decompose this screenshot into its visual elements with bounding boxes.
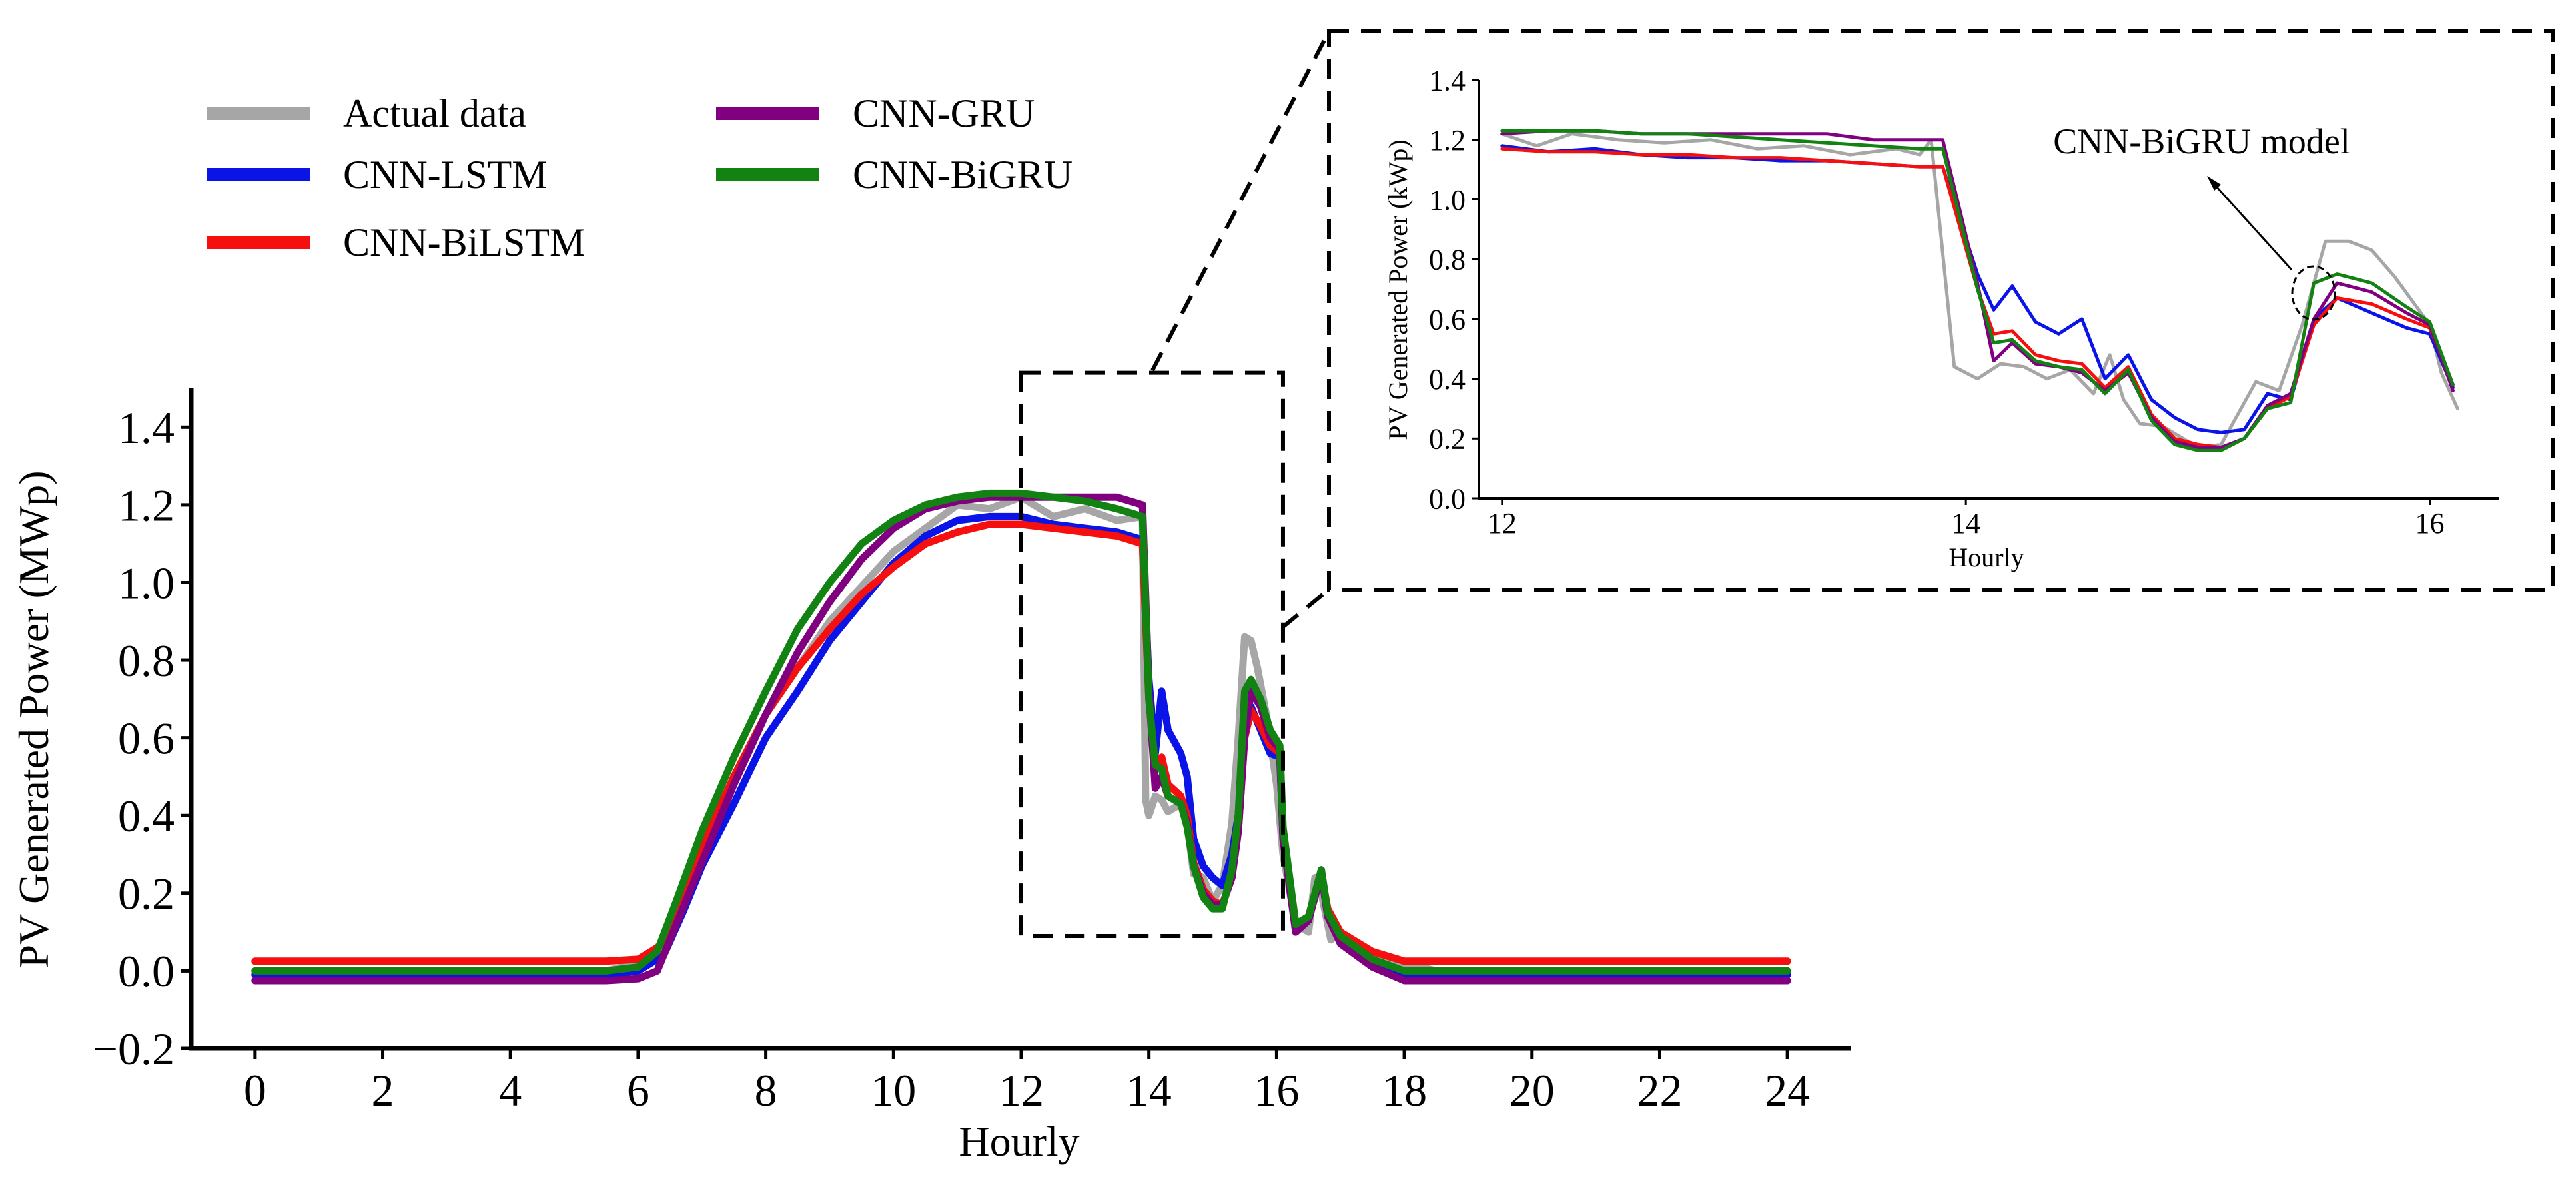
- inset-y-tick-label: 0.8: [1429, 244, 1466, 276]
- inset-y-tick-label: 0.6: [1429, 303, 1466, 336]
- main-x-tick-label: 14: [1126, 1065, 1172, 1116]
- legend-label-cnn-bilstm: CNN-BiLSTM: [343, 220, 585, 264]
- main-x-tick-label: 2: [372, 1065, 394, 1116]
- inset-y-tick-label: 1.4: [1429, 64, 1466, 97]
- main-x-ticks: 0 2 4 6 8 10 12 14 16 18 20 22 24: [244, 1048, 1810, 1116]
- legend-label-cnn-lstm: CNN-LSTM: [343, 153, 548, 197]
- inset-y-tick-label: 0.0: [1429, 482, 1466, 515]
- inset-series-actual: [1500, 132, 2459, 450]
- main-y-tick-label: 1.2: [118, 480, 175, 531]
- main-x-tick-label: 22: [1637, 1065, 1682, 1116]
- main-x-tick-label: 16: [1254, 1065, 1299, 1116]
- inset-y-tick-label: 1.2: [1429, 124, 1466, 157]
- zoom-connector-bottom: [1281, 588, 1330, 629]
- inset-x-tick-label: 16: [2415, 507, 2445, 540]
- zoom-region-box: [1019, 370, 1285, 938]
- main-chart: −0.20.00.20.40.60.81.01.21.4 0 2 4 6 8 10 12 14…: [10, 370, 1851, 1165]
- main-y-ticks: −0.2 0.0 0.2 0.4 0.6 0.8 1.0 1.2 1.4: [93, 402, 191, 1074]
- inset-y-ticks: 0.0 0.2 0.4 0.6 0.8 1.0 1.2 1.4: [1429, 64, 1479, 515]
- main-y-tick-label: 0.2: [118, 869, 175, 919]
- main-x-tick-label: 12: [999, 1065, 1044, 1116]
- legend-label-cnn-bigru: CNN-BiGRU: [853, 153, 1073, 197]
- main-series-cnn-bigru: [251, 489, 1791, 975]
- main-x-tick-label: 18: [1382, 1065, 1427, 1116]
- legend: Actual data CNN-LSTM CNN-BiLSTM CNN-GRU CNN-…: [207, 91, 1073, 264]
- inset-y-tick-label: 1.0: [1429, 184, 1466, 216]
- main-x-axis-label: Hourly: [959, 1118, 1079, 1165]
- inset-frame: [1327, 29, 2555, 592]
- inset-annotation-circle: [2291, 265, 2336, 321]
- main-y-tick-label: 1.4: [118, 402, 175, 453]
- inset-annotation-text: CNN-BiGRU model: [2053, 121, 2350, 161]
- legend-label-cnn-gru: CNN-GRU: [853, 91, 1035, 135]
- inset-x-axis-label: Hourly: [1948, 542, 2024, 572]
- zoom-connector-top: [1150, 30, 1331, 372]
- main-y-tick-label: 0.6: [118, 713, 175, 763]
- main-x-tick-label: 20: [1509, 1065, 1555, 1116]
- main-y-tick-label: −0.2: [93, 1024, 175, 1074]
- main-x-tick-label: 24: [1765, 1065, 1810, 1116]
- inset-series-group: [1500, 129, 2459, 452]
- inset-y-axis-label: PV Generated Power (kWp): [1383, 139, 1413, 440]
- inset-chart: 0.0 0.2 0.4 0.6 0.8 1.0 1.2 1.4 12 14 16 Hourly P…: [1383, 64, 2499, 572]
- inset-series-cnn-bigru: [1500, 129, 2455, 452]
- main-y-axis-label: PV Generated Power (MWp): [10, 470, 57, 968]
- main-x-tick-label: 0: [244, 1065, 266, 1116]
- inset-x-ticks: 12 14 16: [1488, 498, 2445, 540]
- inset-y-tick-label: 0.4: [1429, 363, 1466, 396]
- inset-annotation-arrowhead: [2207, 176, 2221, 191]
- inset-x-tick-label: 12: [1488, 507, 1517, 540]
- main-x-tick-label: 10: [871, 1065, 916, 1116]
- main-x-tick-label: 6: [627, 1065, 649, 1116]
- main-x-tick-label: 4: [499, 1065, 522, 1116]
- inset-annotation-arrow: [2209, 179, 2293, 271]
- main-y-tick-label: 0.8: [118, 635, 175, 686]
- main-y-tick-label: 0.4: [118, 791, 175, 841]
- main-series-group: [251, 489, 1791, 985]
- main-series-cnn-lstm: [251, 512, 1791, 979]
- inset-y-tick-label: 0.2: [1429, 423, 1466, 456]
- main-x-tick-label: 8: [755, 1065, 777, 1116]
- legend-label-actual: Actual data: [343, 91, 526, 135]
- inset-x-tick-label: 14: [1951, 507, 1980, 540]
- main-y-tick-label: 1.0: [118, 558, 175, 608]
- main-y-tick-label: 0.0: [118, 946, 175, 996]
